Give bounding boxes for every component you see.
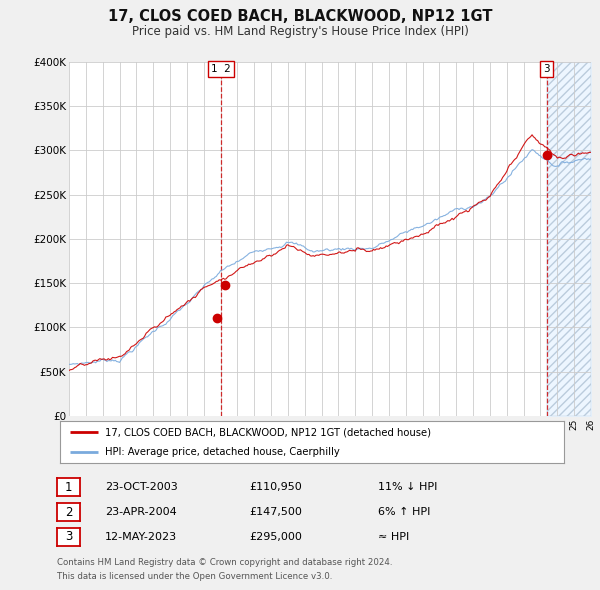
- Text: Price paid vs. HM Land Registry's House Price Index (HPI): Price paid vs. HM Land Registry's House …: [131, 25, 469, 38]
- Text: 23-APR-2004: 23-APR-2004: [105, 507, 177, 517]
- Text: 17, CLOS COED BACH, BLACKWOOD, NP12 1GT (detached house): 17, CLOS COED BACH, BLACKWOOD, NP12 1GT …: [106, 427, 431, 437]
- Text: £295,000: £295,000: [249, 532, 302, 542]
- Text: 23-OCT-2003: 23-OCT-2003: [105, 483, 178, 492]
- Text: £110,950: £110,950: [249, 483, 302, 492]
- Text: 12-MAY-2023: 12-MAY-2023: [105, 532, 177, 542]
- Text: £147,500: £147,500: [249, 507, 302, 517]
- Text: This data is licensed under the Open Government Licence v3.0.: This data is licensed under the Open Gov…: [57, 572, 332, 581]
- Text: 6% ↑ HPI: 6% ↑ HPI: [378, 507, 430, 517]
- Text: 11% ↓ HPI: 11% ↓ HPI: [378, 483, 437, 492]
- Text: 2: 2: [65, 506, 72, 519]
- Text: 17, CLOS COED BACH, BLACKWOOD, NP12 1GT: 17, CLOS COED BACH, BLACKWOOD, NP12 1GT: [108, 9, 492, 24]
- Text: 1  2: 1 2: [211, 64, 230, 74]
- Text: 3: 3: [544, 64, 550, 74]
- Text: ≈ HPI: ≈ HPI: [378, 532, 409, 542]
- Text: 3: 3: [65, 530, 72, 543]
- Text: HPI: Average price, detached house, Caerphilly: HPI: Average price, detached house, Caer…: [106, 447, 340, 457]
- Text: 1: 1: [65, 481, 72, 494]
- Text: Contains HM Land Registry data © Crown copyright and database right 2024.: Contains HM Land Registry data © Crown c…: [57, 558, 392, 566]
